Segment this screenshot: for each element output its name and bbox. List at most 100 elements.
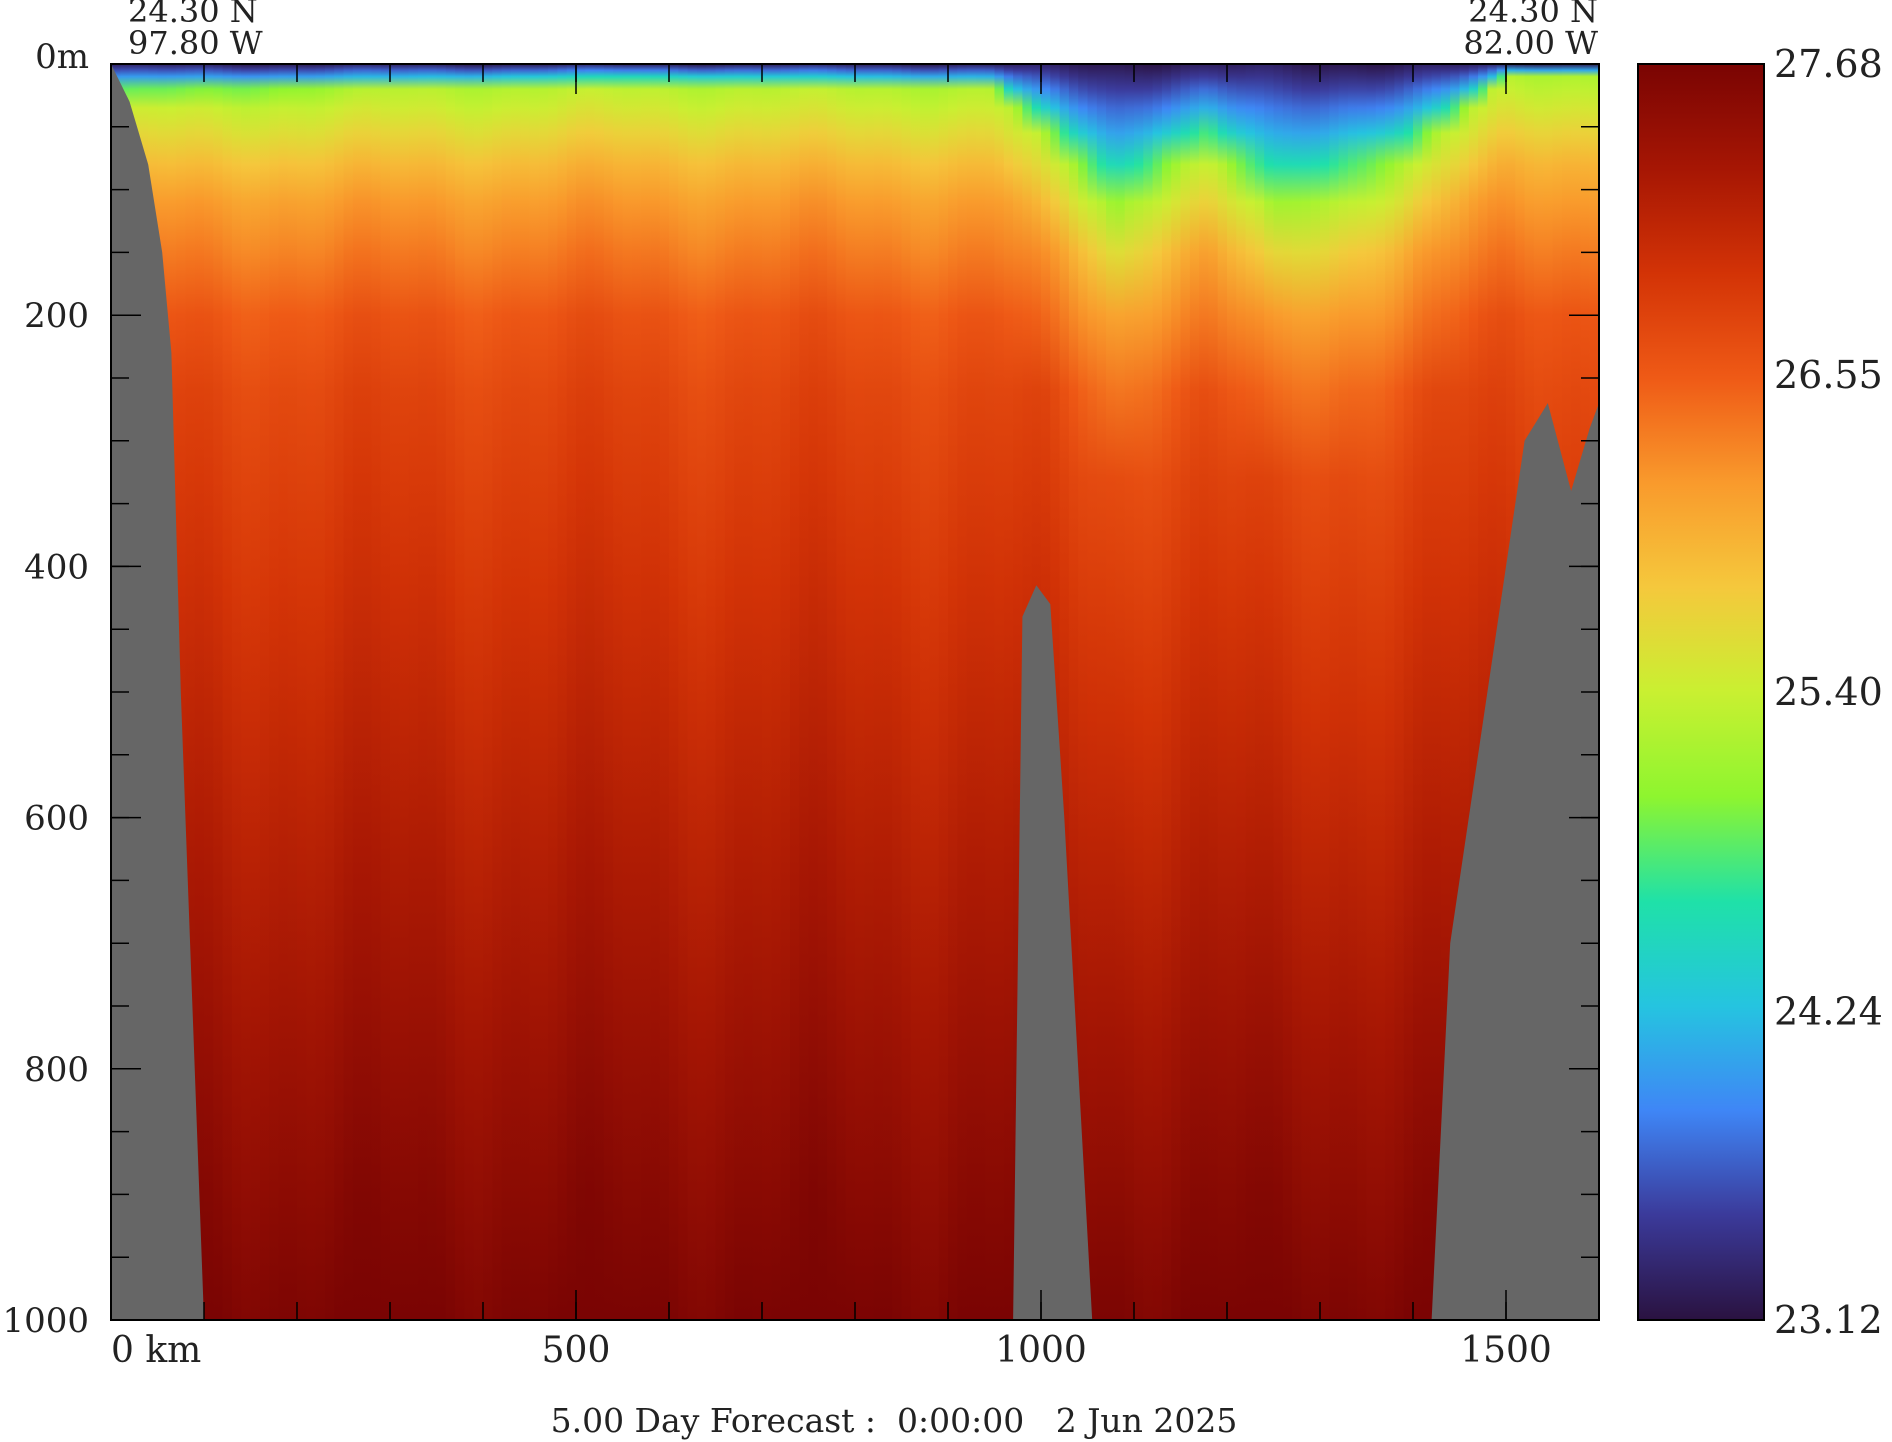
temperature-column [902,64,912,1320]
temperature-column [464,64,474,1320]
temperature-column [1236,64,1246,1320]
temperature-column [688,64,698,1320]
temperature-column [381,64,391,1320]
temperature-column [576,64,586,1320]
temperature-column [864,64,874,1320]
temperature-column [1422,64,1432,1320]
temperature-column [660,64,670,1320]
temperature-column [1339,64,1349,1320]
temperature-column [492,64,502,1320]
temperature-column [585,64,595,1320]
temperature-column [1432,64,1442,1320]
temperature-column [1292,64,1302,1320]
temperature-column [511,64,521,1320]
temperature-column [1301,64,1311,1320]
temperature-column [1394,64,1404,1320]
temperature-column [1404,64,1414,1320]
temperature-column [725,64,735,1320]
temperature-column [520,64,530,1320]
temperature-column [623,64,633,1320]
y-tick-label: 600 [24,799,89,839]
temperature-column [995,64,1005,1320]
temperature-column [771,64,781,1320]
temperature-column [1153,64,1163,1320]
colorbar-ramp [1638,64,1764,1320]
temperature-column [883,64,893,1320]
temperature-column [604,64,614,1320]
temperature-column [548,64,558,1320]
temperature-column [762,64,772,1320]
temperature-column [678,64,688,1320]
temperature-column [743,64,753,1320]
colorbar-tick-label: 27.68 [1774,42,1883,86]
temperature-column [985,64,995,1320]
temperature-column [1004,64,1014,1320]
temperature-column [344,64,354,1320]
temperature-column [818,64,828,1320]
temperature-column [1367,64,1377,1320]
temperature-column [781,64,791,1320]
temperature-column [446,64,456,1320]
temperature-column [251,64,261,1320]
temperature-column [1190,64,1200,1320]
temperature-column [790,64,800,1320]
temperature-column [1115,64,1125,1320]
temperature-column [706,64,716,1320]
temperature-column [1199,64,1209,1320]
temperature-column [455,64,465,1320]
temperature-column [1227,64,1237,1320]
temperature-column [697,64,707,1320]
temperature-column [911,64,921,1320]
temperature-column [1376,64,1386,1320]
temperature-column [1283,64,1293,1320]
temperature-column [530,64,540,1320]
temperature-column [325,64,335,1320]
left-longitude-label: 97.80 W [128,24,263,62]
temperature-column [753,64,763,1320]
colorbar: 27.6826.5525.4024.2423.12 [1638,42,1883,1342]
temperature-column [957,64,967,1320]
temperature-column [948,64,958,1320]
temperature-column [223,64,233,1320]
temperature-column [716,64,726,1320]
y-tick-label: 800 [24,1050,89,1090]
temperature-column [427,64,437,1320]
temperature-column [334,64,344,1320]
temperature-column [232,64,242,1320]
temperature-column [734,64,744,1320]
colorbar-tick-label: 25.40 [1774,670,1883,714]
temperature-column [409,64,419,1320]
temperature-column [809,64,819,1320]
x-tick-label: 0 km [111,1330,201,1371]
x-tick-label: 500 [542,1330,611,1371]
temperature-column [1134,64,1144,1320]
temperature-column [260,64,270,1320]
temperature-column [353,64,363,1320]
temperature-column [1218,64,1228,1320]
temperature-column [269,64,279,1320]
temperature-column [557,64,567,1320]
temperature-column [650,64,660,1320]
colorbar-ticks: 27.68 26.55 25.40 24.24 23.12 [1774,42,1883,1342]
temperature-field [111,64,1600,1320]
temperature-column [892,64,902,1320]
temperature-column [1311,64,1321,1320]
temperature-column [827,64,837,1320]
temperature-column [836,64,846,1320]
temperature-column [1413,64,1423,1320]
temperature-column [613,64,623,1320]
temperature-column [297,64,307,1320]
temperature-column [976,64,986,1320]
temperature-column [288,64,298,1320]
x-tick-label: 1500 [1460,1330,1552,1371]
temperature-column [632,64,642,1320]
right-longitude-label: 82.00 W [1463,24,1598,62]
temperature-column [1329,64,1339,1320]
temperature-column [213,64,223,1320]
temperature-column [669,64,679,1320]
temperature-column [799,64,809,1320]
colorbar-tick-label: 26.55 [1774,353,1883,397]
temperature-column [474,64,484,1320]
temperature-column [1088,64,1098,1320]
